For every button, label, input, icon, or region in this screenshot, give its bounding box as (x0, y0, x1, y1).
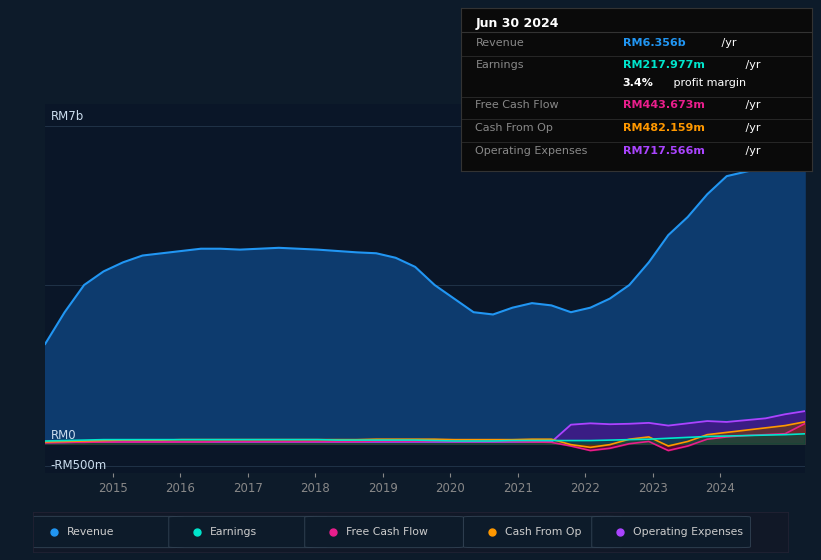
FancyBboxPatch shape (463, 516, 622, 548)
FancyBboxPatch shape (305, 516, 463, 548)
Text: RM443.673m: RM443.673m (622, 100, 704, 110)
Text: RM6.356b: RM6.356b (622, 38, 686, 48)
Text: Earnings: Earnings (475, 60, 524, 71)
Text: RM482.159m: RM482.159m (622, 123, 704, 133)
Text: Cash From Op: Cash From Op (505, 527, 581, 537)
Text: Earnings: Earnings (210, 527, 258, 537)
Text: /yr: /yr (742, 123, 760, 133)
Text: RM217.977m: RM217.977m (622, 60, 704, 71)
Text: -RM500m: -RM500m (51, 459, 107, 472)
Text: RM7b: RM7b (51, 110, 84, 123)
Text: /yr: /yr (718, 38, 736, 48)
Text: Free Cash Flow: Free Cash Flow (475, 100, 559, 110)
Text: Free Cash Flow: Free Cash Flow (346, 527, 429, 537)
Text: /yr: /yr (742, 146, 760, 156)
Text: RM0: RM0 (51, 429, 76, 442)
Text: Revenue: Revenue (475, 38, 524, 48)
Text: Operating Expenses: Operating Expenses (633, 527, 743, 537)
Text: /yr: /yr (742, 60, 760, 71)
Text: 3.4%: 3.4% (622, 78, 654, 88)
Text: Operating Expenses: Operating Expenses (475, 146, 588, 156)
Text: Revenue: Revenue (67, 527, 114, 537)
Text: /yr: /yr (742, 100, 760, 110)
Text: Jun 30 2024: Jun 30 2024 (475, 17, 559, 30)
FancyBboxPatch shape (592, 516, 750, 548)
FancyBboxPatch shape (169, 516, 328, 548)
FancyBboxPatch shape (25, 516, 184, 548)
Text: profit margin: profit margin (670, 78, 746, 88)
Text: RM717.566m: RM717.566m (622, 146, 704, 156)
Text: Cash From Op: Cash From Op (475, 123, 553, 133)
